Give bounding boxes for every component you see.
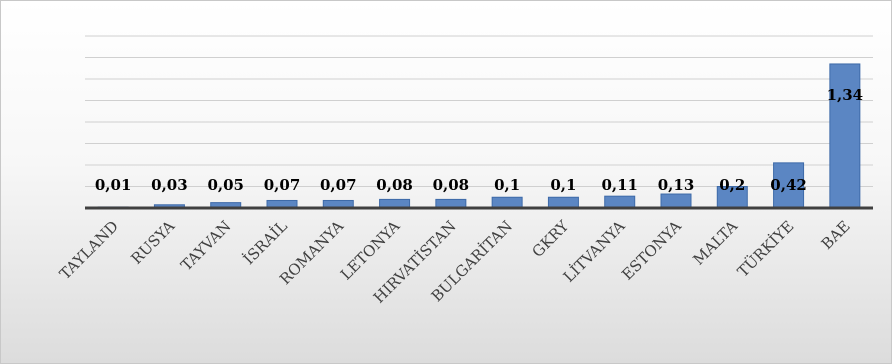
- data-label-12: 0,2: [719, 176, 745, 194]
- data-label-3: 0,05: [207, 176, 244, 194]
- bar-14: [829, 63, 861, 209]
- data-label-13: 0,42: [770, 176, 807, 194]
- data-label-8: 0,1: [494, 176, 520, 194]
- category-label-13: TÜRKİYE: [734, 217, 798, 281]
- data-label-1: 0,01: [95, 176, 132, 194]
- category-label-10: LİTVANYA: [560, 217, 629, 286]
- data-label-11: 0,13: [658, 176, 695, 194]
- bar-9: [547, 196, 579, 209]
- category-label-1: TAYLAND: [56, 217, 122, 283]
- data-label-9: 0,1: [550, 176, 576, 194]
- data-label-7: 0,08: [433, 176, 470, 194]
- category-label-12: MALTA: [690, 217, 742, 269]
- bar-8: [491, 196, 523, 209]
- category-label-11: ESTONYA: [618, 217, 685, 284]
- category-label-2: RUSYA: [127, 217, 178, 268]
- data-label-5: 0,07: [320, 176, 357, 194]
- category-label-3: TAYVAN: [177, 217, 234, 274]
- data-label-4: 0,07: [264, 176, 301, 194]
- bar-11: [660, 193, 692, 209]
- data-label-10: 0,11: [601, 176, 638, 194]
- data-label-6: 0,08: [376, 176, 413, 194]
- bar-10: [604, 195, 636, 209]
- data-label-14: 1,34: [827, 86, 864, 104]
- category-label-9: GKRY: [528, 216, 573, 261]
- category-label-14: BAE: [818, 217, 854, 253]
- data-label-2: 0,03: [151, 176, 188, 194]
- category-label-4: İSRAİL: [240, 217, 291, 268]
